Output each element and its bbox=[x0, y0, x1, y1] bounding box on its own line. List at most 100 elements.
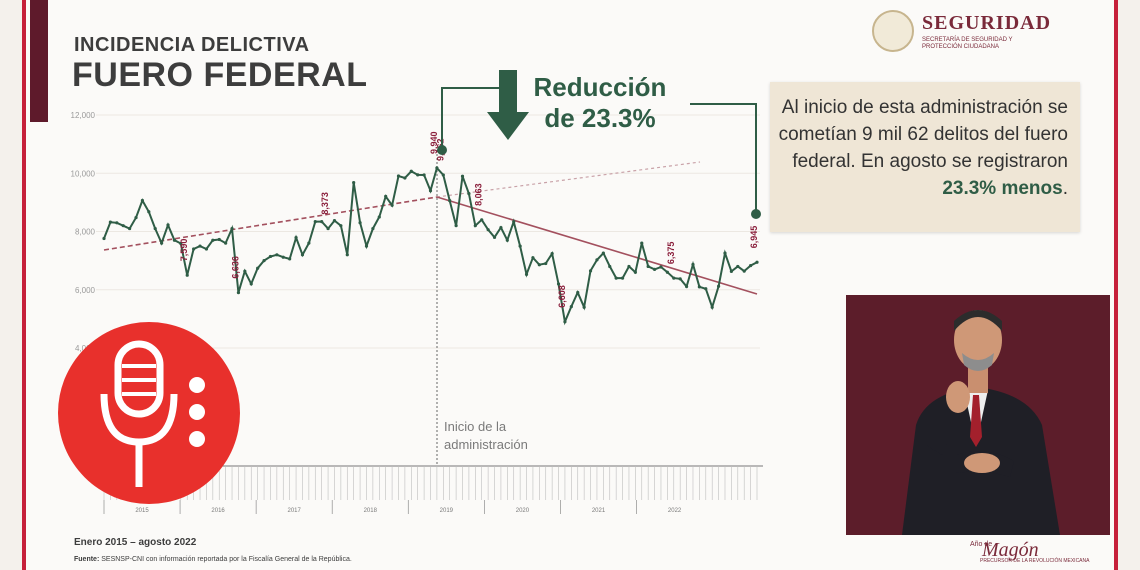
period-label: Enero 2015 – agosto 2022 bbox=[74, 537, 197, 548]
data-point bbox=[256, 266, 260, 270]
data-point bbox=[332, 219, 337, 223]
data-point bbox=[403, 176, 407, 180]
data-point bbox=[275, 253, 279, 257]
year-label: 2015 bbox=[135, 508, 149, 514]
data-point bbox=[428, 189, 433, 193]
data-point bbox=[588, 269, 593, 273]
data-label: 6,945 bbox=[749, 226, 759, 249]
data-point bbox=[448, 198, 452, 203]
data-point bbox=[281, 255, 285, 259]
interpreter-figure bbox=[846, 295, 1110, 535]
data-point bbox=[140, 198, 145, 203]
data-point bbox=[409, 169, 413, 173]
year-label: 2017 bbox=[288, 508, 302, 514]
data-point bbox=[531, 256, 535, 260]
info-text-main: Al inicio de esta administración se come… bbox=[778, 97, 1068, 172]
reduction-line1: Reducción bbox=[533, 72, 667, 102]
data-point bbox=[550, 252, 554, 256]
bottom-logo-sub: PRECURSOR DE LA REVOLUCIÓN MEXICANA bbox=[980, 558, 1090, 564]
info-box: Al inicio de esta administración se come… bbox=[770, 82, 1080, 232]
logo-subtitle: SECRETARÍA DE SEGURIDAD Y PROTECCIÓN CIU… bbox=[922, 37, 1013, 50]
data-point bbox=[352, 180, 356, 185]
year-label: 2019 bbox=[440, 508, 454, 514]
data-point bbox=[320, 219, 324, 224]
data-point bbox=[460, 174, 465, 178]
data-point bbox=[691, 262, 695, 267]
data-point bbox=[729, 269, 733, 274]
data-point bbox=[192, 247, 196, 251]
microphone-icon bbox=[100, 340, 205, 487]
data-point bbox=[243, 269, 247, 273]
data-point bbox=[384, 194, 388, 198]
data-label: 8,373 bbox=[320, 192, 330, 215]
data-point bbox=[467, 192, 471, 196]
trend-line-after bbox=[436, 161, 701, 198]
bottom-logo-main: Magón bbox=[982, 539, 1039, 561]
data-point bbox=[601, 251, 605, 255]
data-point bbox=[544, 261, 548, 266]
data-point bbox=[742, 269, 746, 273]
source-note: Fuente: SESNSP-CNI con información repor… bbox=[74, 556, 352, 563]
bottom-logo: Año de Magón PRECURSOR DE LA REVOLUCIÓN … bbox=[900, 535, 1110, 565]
data-point bbox=[262, 259, 266, 263]
data-point bbox=[499, 225, 503, 230]
admin-label-line2: administración bbox=[444, 437, 528, 452]
data-point bbox=[153, 226, 157, 231]
data-point bbox=[364, 244, 369, 248]
sign-language-interpreter-video bbox=[846, 295, 1110, 535]
data-point bbox=[300, 253, 305, 257]
data-point bbox=[569, 305, 573, 309]
data-label: 7,590 bbox=[179, 239, 189, 262]
title-accent-bar bbox=[30, 0, 48, 122]
data-point bbox=[614, 276, 618, 280]
data-label: 8,063 bbox=[474, 183, 484, 206]
right-edge bbox=[1118, 0, 1140, 570]
data-point bbox=[422, 173, 426, 177]
data-point bbox=[473, 224, 477, 228]
data-point bbox=[710, 305, 714, 309]
data-point bbox=[371, 226, 375, 231]
national-seal-icon bbox=[872, 10, 914, 52]
data-point bbox=[454, 224, 458, 228]
data-point bbox=[620, 276, 625, 280]
data-point bbox=[512, 220, 516, 224]
data-point bbox=[102, 236, 106, 241]
data-point bbox=[396, 174, 401, 178]
podcast-badge bbox=[58, 322, 240, 504]
data-point bbox=[249, 282, 253, 286]
data-point bbox=[678, 277, 682, 281]
data-point bbox=[716, 284, 721, 288]
data-point bbox=[121, 224, 125, 228]
info-text-end: . bbox=[1062, 178, 1068, 199]
data-point bbox=[128, 226, 132, 231]
data-point bbox=[633, 270, 637, 274]
data-point bbox=[441, 173, 445, 177]
data-point bbox=[723, 251, 727, 255]
data-point bbox=[524, 272, 529, 276]
data-point bbox=[307, 241, 311, 245]
data-point bbox=[230, 227, 234, 231]
data-point bbox=[672, 276, 676, 280]
year-label: 2021 bbox=[592, 508, 606, 514]
data-point bbox=[160, 241, 164, 245]
left-edge bbox=[0, 0, 22, 570]
data-point bbox=[595, 258, 599, 262]
data-point bbox=[665, 270, 669, 274]
data-point bbox=[518, 244, 522, 248]
data-labels: 7,5906,6368,3739,9409,0628,0636,6086,375… bbox=[179, 131, 759, 307]
bottom-logo-small: Año de bbox=[970, 541, 993, 548]
data-point bbox=[486, 228, 490, 232]
data-point bbox=[268, 254, 273, 259]
data-point bbox=[198, 244, 202, 248]
logo-title: SEGURIDAD bbox=[922, 12, 1052, 34]
data-point bbox=[172, 238, 177, 242]
data-label: 9,940 bbox=[429, 131, 439, 154]
data-point bbox=[416, 173, 420, 177]
series-points bbox=[102, 166, 759, 324]
year-label: 2020 bbox=[516, 508, 530, 514]
data-point bbox=[377, 215, 381, 219]
data-point bbox=[345, 253, 349, 257]
data-point bbox=[556, 282, 561, 286]
